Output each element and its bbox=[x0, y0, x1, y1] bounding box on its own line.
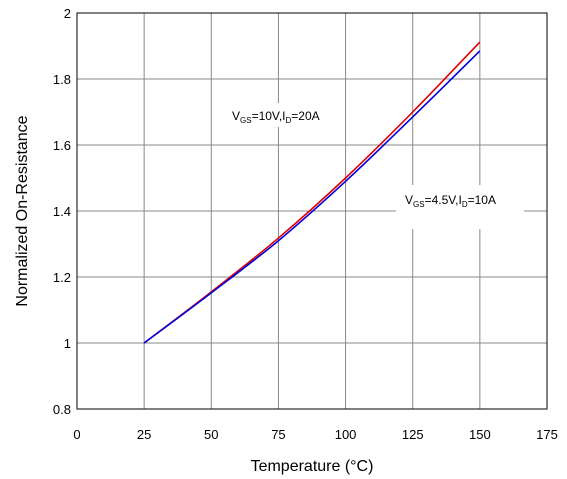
x-tick-label: 0 bbox=[73, 427, 80, 442]
annotation-text: =10A bbox=[468, 193, 496, 207]
annotation-sub: D bbox=[286, 116, 292, 125]
x-tick-label: 50 bbox=[204, 427, 218, 442]
plot-frame bbox=[76, 12, 548, 410]
annotation-sub: D bbox=[462, 200, 468, 209]
annotation-background bbox=[222, 103, 340, 127]
x-tick-label: 100 bbox=[335, 427, 357, 442]
y-tick-label: 1.6 bbox=[53, 138, 71, 153]
y-tick-label: 1 bbox=[64, 336, 71, 351]
y-tick-label: 1.8 bbox=[53, 72, 71, 87]
annotation-sub: GS bbox=[413, 200, 425, 209]
y-tick-label: 1.4 bbox=[53, 204, 71, 219]
series-group bbox=[143, 41, 481, 344]
annotation-vgs-10v: VGS=10V,ID=20A bbox=[222, 103, 340, 127]
y-tick-label: 1.2 bbox=[53, 270, 71, 285]
svg-text:VGS=10V,ID=20A: VGS=10V,ID=20A bbox=[232, 109, 320, 125]
annotation-background bbox=[396, 185, 524, 229]
annotation-vgs-4-5v: VGS=4.5V,ID=10A bbox=[396, 185, 524, 229]
x-tick-labels: 0 25 50 75 100 125 150 175 bbox=[73, 427, 557, 442]
x-tick-label: 175 bbox=[536, 427, 558, 442]
annotation-text: V bbox=[232, 109, 240, 123]
y-tick-labels: 0.8 1 1.2 1.4 1.6 1.8 2 bbox=[53, 6, 71, 417]
annotation-text: =4.5V,I bbox=[425, 193, 462, 207]
svg-text:VGS=4.5V,ID=10A: VGS=4.5V,ID=10A bbox=[405, 193, 496, 209]
y-tick-label: 2 bbox=[64, 6, 71, 21]
series-line-2 bbox=[143, 50, 481, 344]
y-axis-title: Normalized On-Resistance bbox=[14, 115, 31, 306]
x-tick-label: 25 bbox=[137, 427, 151, 442]
annotation-text: V bbox=[405, 193, 413, 207]
x-tick-label: 125 bbox=[402, 427, 424, 442]
annotation-sub: GS bbox=[240, 116, 252, 125]
x-axis-title: Temperature (°C) bbox=[251, 458, 374, 475]
y-tick-label: 0.8 bbox=[53, 402, 71, 417]
x-tick-label: 75 bbox=[271, 427, 285, 442]
annotation-text: =10V,I bbox=[252, 109, 286, 123]
x-tick-label: 150 bbox=[469, 427, 491, 442]
annotation-text: =20A bbox=[291, 109, 319, 123]
